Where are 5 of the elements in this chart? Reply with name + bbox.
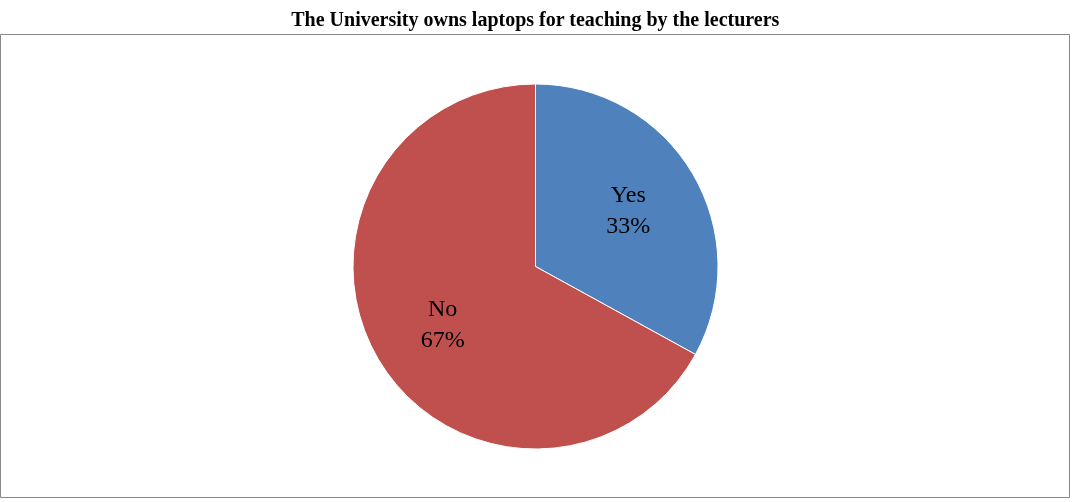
data-label: 33%	[606, 212, 651, 239]
slice-label: No	[428, 294, 458, 321]
chart-title: The University owns laptops for teaching by the lecturers	[291, 7, 780, 31]
slice-label: Yes	[610, 181, 646, 208]
data-label: 67%	[420, 325, 465, 352]
